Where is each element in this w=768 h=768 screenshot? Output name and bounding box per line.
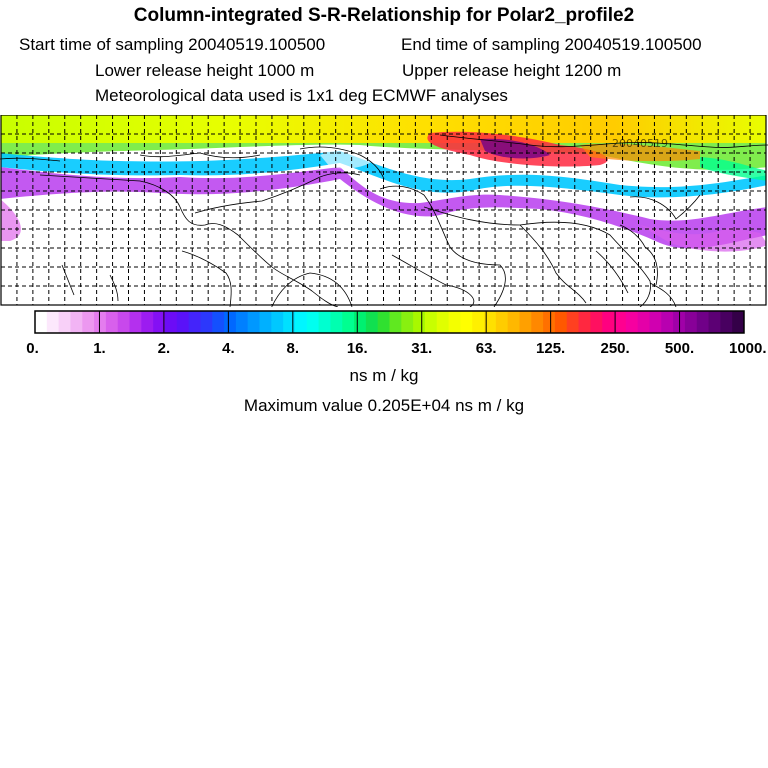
end-time-text: End time of sampling 20040519.100500	[401, 35, 702, 54]
colorbar-cell	[141, 311, 154, 333]
colorbar-cell	[519, 311, 532, 333]
colorbar-cell	[164, 311, 178, 333]
colorbar-cell	[153, 311, 166, 333]
colorbar-tick-label: 1000.	[728, 340, 767, 357]
chart-title: Column-integrated S-R-Relationship for P…	[133, 5, 635, 26]
map-panel: 20040519	[0, 115, 768, 307]
colorbar-cell	[531, 311, 544, 333]
colorbar-cell	[649, 311, 662, 333]
colorbar-cell	[495, 311, 509, 333]
colorbar-cell	[637, 311, 650, 333]
colorbar-cell	[566, 311, 580, 333]
station-label: 20040519	[612, 137, 668, 150]
colorbar-cell	[176, 311, 190, 333]
colorbar-cell	[578, 311, 591, 333]
colorbar-cell	[283, 311, 296, 333]
colorbar-cell	[661, 311, 674, 333]
colorbar-cell	[188, 311, 201, 333]
colorbar-cell	[318, 311, 331, 333]
colorbar-cell	[94, 311, 107, 333]
colorbar-cell	[58, 311, 71, 333]
colorbar-cell	[330, 311, 343, 333]
lower-height-text: Lower release height 1000 m	[95, 61, 315, 80]
colorbar-cell	[684, 311, 698, 333]
colorbar-tick-label: 16.	[346, 340, 368, 357]
colorbar-cell	[46, 311, 60, 333]
colorbar-cell	[247, 311, 261, 333]
colorbar-cells	[35, 311, 745, 333]
colorbar-cell	[212, 311, 225, 333]
colorbar-cell	[602, 311, 615, 333]
max-value-text: Maximum value 0.205E+04 ns m / kg	[243, 396, 525, 415]
colorbar-cell	[35, 311, 48, 333]
colorbar-cell	[424, 311, 438, 333]
colorbar	[34, 310, 745, 334]
colorbar-cell	[708, 311, 721, 333]
start-time-text: Start time of sampling 20040519.100500	[19, 35, 326, 54]
map-frame	[0, 115, 767, 306]
colorbar-cell	[365, 311, 379, 333]
colorbar-cell	[129, 311, 142, 333]
colorbar-cell	[271, 311, 284, 333]
colorbar-cell	[70, 311, 83, 333]
met-data-text: Meteorological data used is 1x1 deg ECMW…	[95, 86, 508, 105]
colorbar-cell	[82, 311, 95, 333]
colorbar-cell	[354, 311, 367, 333]
colorbar-tick-label: 8.	[286, 340, 300, 357]
colorbar-tick-label: 4.	[222, 340, 235, 357]
colorbar-cell	[554, 311, 568, 333]
units-label: ns m / kg	[349, 366, 419, 385]
colorbar-cell	[507, 311, 520, 333]
colorbar-cell	[117, 311, 131, 333]
colorbar-tick-label: 1.	[93, 340, 106, 357]
colorbar-cell	[105, 311, 119, 333]
colorbar-cell	[436, 311, 450, 333]
colorbar-cell	[413, 311, 426, 333]
colorbar-cell	[259, 311, 272, 333]
colorbar-tick-label: 0.	[26, 340, 39, 357]
colorbar-cell	[590, 311, 603, 333]
colorbar-frame	[34, 310, 745, 334]
colorbar-cell	[484, 311, 497, 333]
colorbar-tick-label: 125.	[536, 340, 566, 357]
colorbar-cell	[294, 311, 308, 333]
colorbar-tick-label: 31.	[411, 340, 433, 357]
colorbar-cell	[235, 311, 249, 333]
upper-height-text: Upper release height 1200 m	[402, 61, 622, 80]
colorbar-cell	[472, 311, 485, 333]
colorbar-cell	[200, 311, 213, 333]
coastlines	[0, 134, 768, 307]
colorbar-tick-label: 500.	[664, 340, 695, 357]
colorbar-cell	[377, 311, 390, 333]
colorbar-cell	[732, 311, 745, 333]
colorbar-cell	[448, 311, 461, 333]
colorbar-cell	[696, 311, 710, 333]
colorbar-cell	[306, 311, 320, 333]
colorbar-cell	[224, 311, 237, 333]
colorbar-cell	[460, 311, 473, 333]
colorbar-tick-label: 2.	[157, 340, 171, 357]
colorbar-cell	[342, 311, 355, 333]
colorbar-cell	[543, 311, 556, 333]
colorbar-cell	[389, 311, 402, 333]
colorbar-cell	[720, 311, 733, 333]
colorbar-cell	[625, 311, 639, 333]
colorbar-tick-label: 63.	[475, 340, 497, 357]
colorbar-cell	[401, 311, 414, 333]
colorbar-tick-label: 250.	[600, 340, 630, 357]
colorbar-cell	[614, 311, 627, 333]
